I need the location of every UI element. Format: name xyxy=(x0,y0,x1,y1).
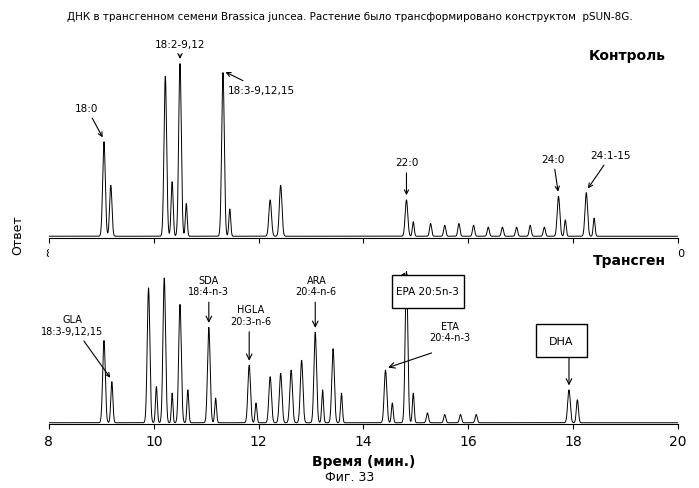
Text: 22:0: 22:0 xyxy=(395,158,418,195)
Text: HGLA
20:3-n-6: HGLA 20:3-n-6 xyxy=(230,305,271,326)
X-axis label: Время (мин.): Время (мин.) xyxy=(312,454,415,468)
FancyBboxPatch shape xyxy=(536,325,586,357)
Text: DHA: DHA xyxy=(549,336,573,346)
Text: Ответ: Ответ xyxy=(11,214,24,254)
Text: 18:3-9,12,15: 18:3-9,12,15 xyxy=(226,73,295,96)
Text: ARA
20:4-n-6: ARA 20:4-n-6 xyxy=(296,275,337,297)
Text: Контроль: Контроль xyxy=(589,49,665,63)
Text: EPA 20:5n-3: EPA 20:5n-3 xyxy=(396,286,459,297)
Text: Трансген: Трансген xyxy=(593,253,665,267)
Text: ETA
20:4-n-3: ETA 20:4-n-3 xyxy=(429,321,470,343)
Text: 24:1-15: 24:1-15 xyxy=(589,151,631,188)
Text: 24:0: 24:0 xyxy=(542,154,565,191)
Text: Фиг. 33: Фиг. 33 xyxy=(325,470,374,483)
Text: GLA
18:3-9,12,15: GLA 18:3-9,12,15 xyxy=(41,315,110,377)
Text: 18:2-9,12: 18:2-9,12 xyxy=(154,40,206,59)
Text: 18:0: 18:0 xyxy=(75,103,102,137)
Text: SDA
18:4-n-3: SDA 18:4-n-3 xyxy=(188,275,229,297)
FancyBboxPatch shape xyxy=(391,275,463,308)
Text: ДНК в трансгенном семени Brassica juncea. Растение было трансформировано констру: ДНК в трансгенном семени Brassica juncea… xyxy=(66,12,633,22)
